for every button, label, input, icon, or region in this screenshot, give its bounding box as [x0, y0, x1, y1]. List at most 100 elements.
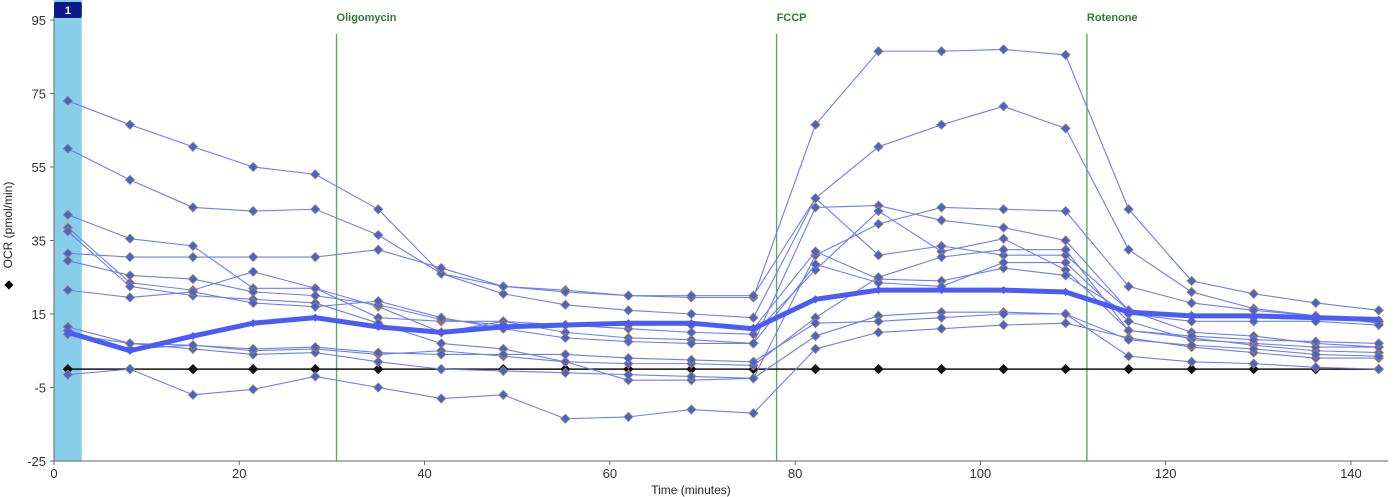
baseline-point — [187, 363, 199, 375]
series-path — [67, 105, 1379, 322]
data-point — [1060, 270, 1071, 281]
data-point — [748, 338, 759, 349]
data-point — [686, 338, 697, 349]
series-path — [67, 210, 1379, 354]
series-path — [67, 313, 1379, 363]
data-point — [810, 119, 821, 130]
y-tick-label: -5 — [34, 381, 46, 396]
data-point — [248, 343, 259, 355]
data-point — [248, 286, 259, 298]
data-point — [810, 343, 821, 355]
data-point — [560, 413, 571, 424]
x-axis-title: Time (minutes) — [651, 483, 731, 497]
baseline-point — [1248, 363, 1259, 375]
data-point — [1186, 356, 1197, 367]
injection-markers: Oligomycin FCCP Rotenone — [335, 12, 1138, 461]
mean-point — [437, 328, 446, 337]
data-point — [998, 101, 1009, 112]
data-point — [436, 268, 447, 279]
data-point — [498, 389, 509, 401]
data-point — [310, 371, 321, 382]
x-tick-label: 40 — [417, 466, 431, 481]
data-point — [936, 46, 947, 57]
data-point — [187, 251, 199, 263]
data-point — [998, 233, 1009, 244]
data-point — [810, 330, 821, 342]
data-point — [686, 354, 697, 366]
data-point — [373, 229, 384, 241]
data-point — [310, 169, 321, 180]
data-point — [187, 273, 199, 285]
data-point — [124, 251, 136, 263]
data-point — [1060, 308, 1071, 320]
data-point — [124, 338, 136, 349]
mean-series — [63, 286, 1383, 355]
data-point — [1186, 316, 1197, 327]
mean-point — [188, 331, 198, 341]
injection-label: Rotenone — [1087, 12, 1138, 24]
data-point — [998, 44, 1009, 55]
data-point — [686, 371, 697, 382]
mean-point — [1124, 308, 1133, 317]
data-point — [187, 389, 199, 401]
data-point — [623, 352, 634, 364]
data-point — [248, 384, 259, 395]
data-point — [62, 284, 74, 296]
mean-point — [63, 328, 72, 337]
y-axis-marker-icon: ◆ — [1, 280, 15, 290]
data-point — [873, 250, 884, 261]
data-point — [873, 141, 884, 152]
data-point — [248, 251, 259, 263]
data-point — [310, 251, 321, 263]
data-point — [373, 347, 384, 358]
data-point — [373, 382, 384, 393]
data-point — [748, 408, 759, 419]
data-point — [1060, 244, 1071, 255]
data-point — [1123, 244, 1134, 255]
data-point — [62, 143, 74, 154]
data-point — [623, 290, 634, 301]
x-tick-label: 120 — [1155, 466, 1177, 481]
data-point — [187, 240, 199, 252]
rate-badge-box — [54, 2, 82, 18]
well-line — [62, 318, 1384, 424]
data-point — [187, 286, 199, 298]
mean-point — [374, 322, 383, 331]
baseline-point — [373, 363, 384, 375]
data-point — [873, 205, 884, 217]
data-point — [686, 327, 697, 338]
data-point — [936, 251, 947, 263]
data-point — [1310, 362, 1321, 373]
x-tick-label: 0 — [50, 466, 57, 481]
data-point — [248, 349, 259, 360]
x-tick-label: 140 — [1340, 466, 1362, 481]
data-point — [998, 244, 1009, 255]
y-axis-title: OCR (pmol/min) — [1, 182, 15, 269]
data-point — [498, 365, 509, 377]
data-point — [1186, 297, 1197, 309]
baseline-line — [62, 363, 1384, 375]
y-tick-label: 55 — [32, 160, 46, 175]
well-line — [62, 205, 1384, 358]
data-point — [748, 373, 759, 384]
rate-badge-label: 1 — [65, 5, 71, 17]
baseline-point — [248, 363, 259, 375]
data-point — [248, 266, 259, 277]
data-point — [623, 358, 634, 369]
data-point — [1248, 316, 1259, 327]
baseline-point — [1123, 363, 1134, 375]
rate-badge[interactable]: 1 — [54, 2, 82, 18]
data-point — [560, 367, 571, 378]
mean-line — [67, 287, 1379, 354]
baseline-point — [873, 363, 884, 375]
data-point — [936, 240, 947, 252]
data-point — [498, 349, 509, 360]
data-point — [1373, 338, 1384, 349]
well-line — [62, 202, 1384, 386]
series-path — [67, 311, 1379, 379]
data-point — [436, 262, 447, 274]
data-point — [1373, 319, 1384, 331]
data-point — [998, 308, 1009, 320]
data-point — [436, 363, 447, 375]
